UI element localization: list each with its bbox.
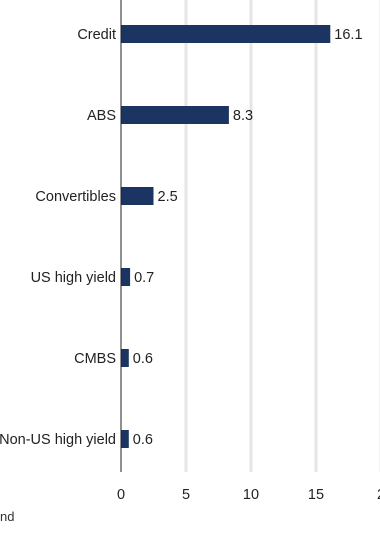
category-label: Convertibles xyxy=(35,189,116,205)
category-label: US high yield xyxy=(31,270,116,286)
value-label: 2.5 xyxy=(158,189,178,205)
x-tick-label: 10 xyxy=(243,487,259,503)
bar xyxy=(121,187,154,205)
x-tick-label: 2 xyxy=(377,487,380,503)
value-label: 0.6 xyxy=(133,432,153,448)
category-label: CMBS xyxy=(74,351,116,367)
bars xyxy=(121,25,331,448)
value-label: 16.1 xyxy=(334,27,362,43)
value-label: 0.7 xyxy=(134,270,154,286)
value-label: 8.3 xyxy=(233,108,253,124)
x-axis-ticks: 0 5 10 15 2 xyxy=(117,487,380,503)
gridlines xyxy=(184,0,380,472)
category-labels: Credit ABS Convertibles US high yield CMBS No… xyxy=(0,27,116,448)
bar xyxy=(121,349,129,367)
category-label: Non-US high yield xyxy=(0,432,116,448)
bar xyxy=(121,25,331,43)
value-label: 0.6 xyxy=(133,351,153,367)
footnote: nd xyxy=(0,509,15,524)
value-labels: 16.1 8.3 2.5 0.7 0.6 0.6 xyxy=(133,27,363,448)
category-label: Credit xyxy=(77,27,116,43)
x-tick-label: 5 xyxy=(182,487,190,503)
bar xyxy=(121,430,129,448)
category-label: ABS xyxy=(87,108,116,124)
x-tick-label: 15 xyxy=(308,487,324,503)
bar xyxy=(121,268,131,286)
x-tick-label: 0 xyxy=(117,487,125,503)
bar xyxy=(121,106,229,124)
